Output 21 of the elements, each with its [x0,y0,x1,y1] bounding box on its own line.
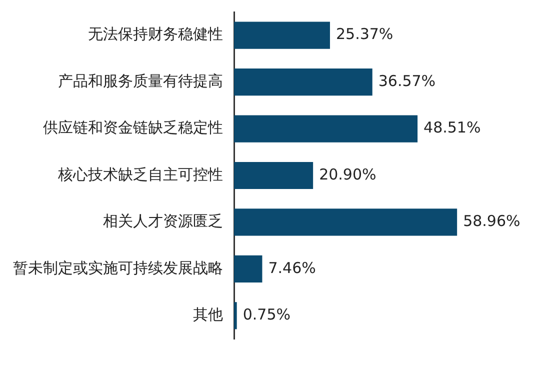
y-tick-label: 相关人才资源匮乏 [103,212,223,230]
y-tick-label: 供应链和资金链缺乏稳定性 [43,118,223,137]
data-label: 7.46% [268,258,316,277]
data-label: 0.75% [242,306,290,324]
bar [234,255,262,282]
y-tick-label: 产品和服务质量有待提高 [58,72,223,90]
bar [234,302,237,330]
y-tick-label: 暂未制定或实施可持续发展战略 [13,258,223,277]
data-label: 25.37% [336,25,394,44]
data-label: 58.96% [463,212,520,230]
y-tick-label: 核心技术缺乏自主可控性 [57,165,223,184]
data-label: 20.90% [319,165,376,184]
bar [234,162,314,190]
bar [234,208,458,236]
y-tick-label: 其他 [193,306,223,324]
y-tick-label: 无法保持财务稳健性 [88,25,223,44]
data-label: 48.51% [424,118,481,137]
bar [234,22,330,49]
bar [234,115,418,142]
bar [234,68,372,96]
data-label: 36.57% [378,72,436,90]
